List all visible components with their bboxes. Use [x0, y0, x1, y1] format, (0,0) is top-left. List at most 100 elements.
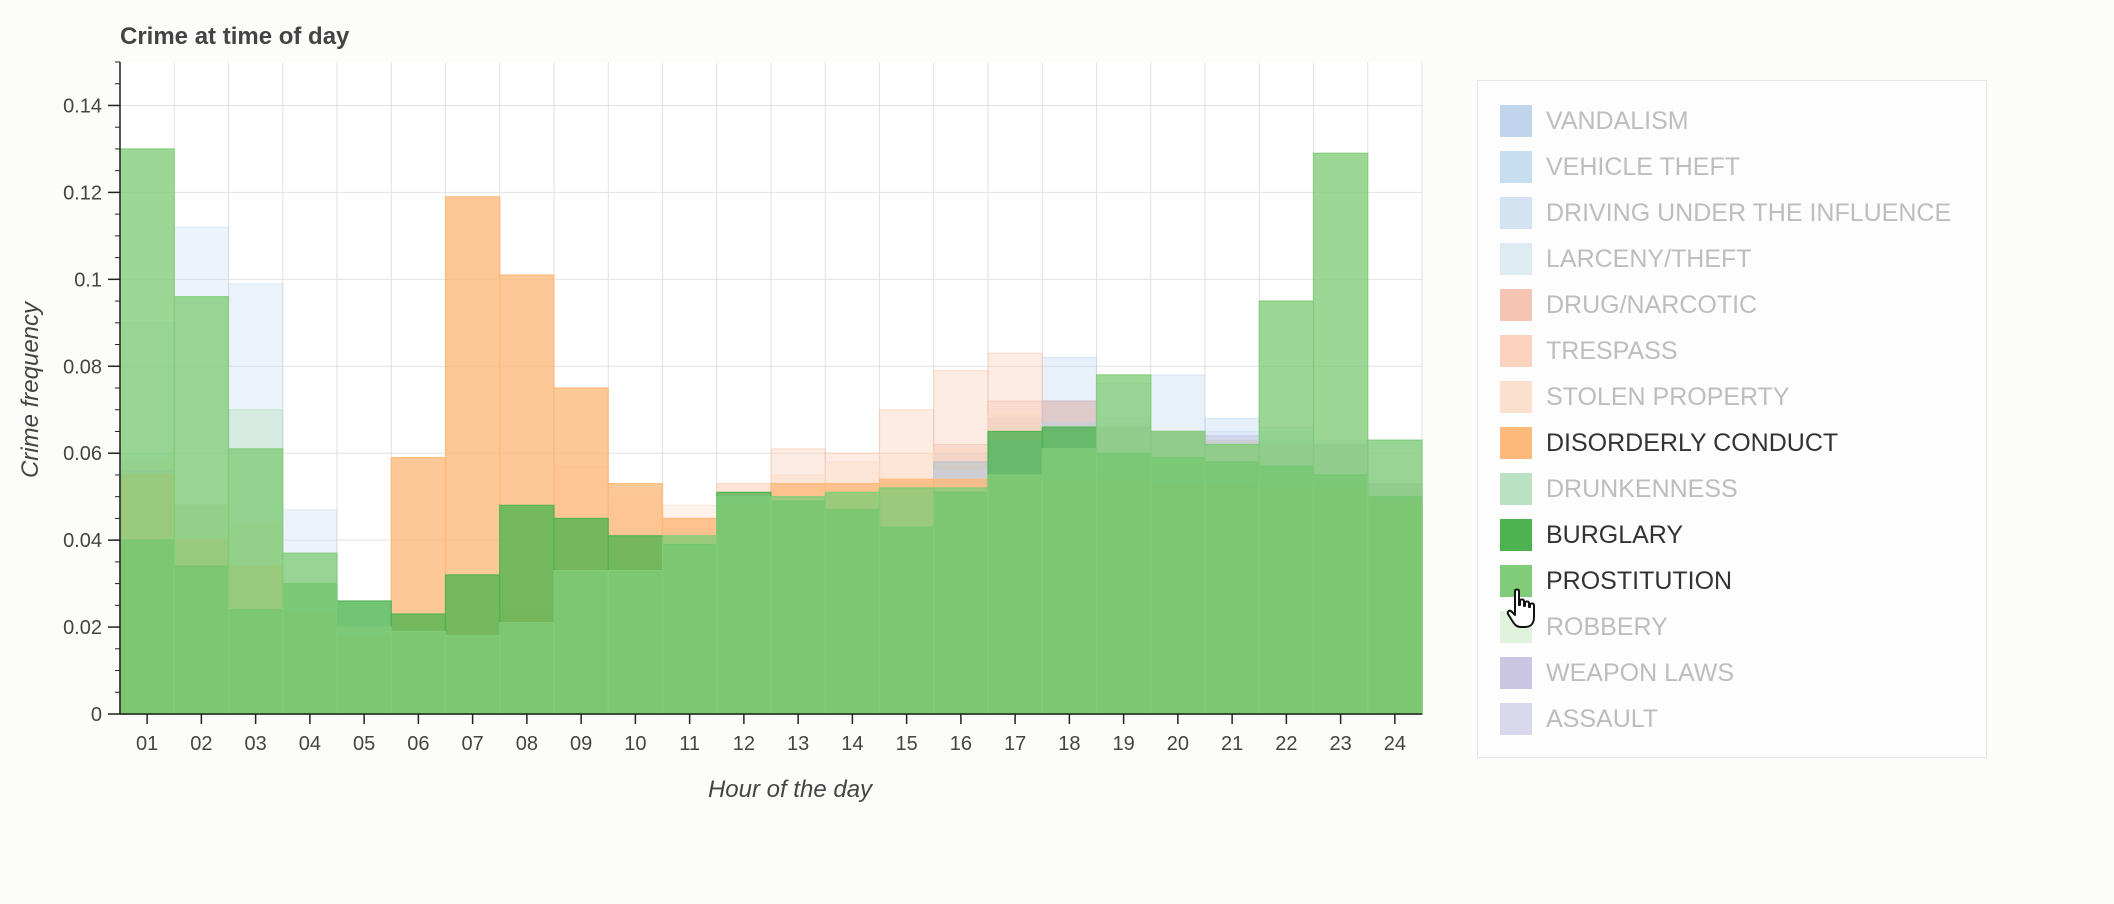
legend-label: DRUG/NARCOTIC — [1546, 290, 1758, 319]
x-tick-label: 01 — [136, 733, 158, 755]
legend-item-robbery[interactable]: ROBBERY — [1500, 607, 1980, 647]
legend-item-prostitution[interactable]: PROSTITUTION — [1500, 561, 1980, 601]
x-tick-label: 18 — [1058, 733, 1080, 755]
legend-label: DRUNKENNESS — [1546, 474, 1738, 503]
bars-layer — [119, 148, 1423, 715]
legend-item-drunkenness[interactable]: DRUNKENNESS — [1500, 469, 1980, 509]
x-tick-label: 06 — [407, 733, 429, 755]
bar — [1258, 300, 1315, 715]
legend-label: LARCENY/THEFT — [1546, 244, 1752, 273]
bar — [1041, 448, 1098, 715]
legend-label: WEAPON LAWS — [1546, 658, 1734, 687]
bar — [227, 448, 284, 715]
legend-swatch — [1500, 151, 1532, 183]
x-tick-label: 12 — [733, 733, 755, 755]
x-tick-label: 24 — [1384, 733, 1406, 755]
bar — [553, 569, 609, 715]
legend-item-weapon-laws[interactable]: WEAPON LAWS — [1500, 653, 1980, 693]
legend-label: DISORDERLY CONDUCT — [1546, 428, 1839, 457]
legend-swatch — [1500, 381, 1532, 413]
bar — [770, 496, 826, 715]
y-tick-label: 0.08 — [63, 356, 102, 378]
chart-title: Crime at time of day — [120, 23, 350, 50]
bar — [282, 552, 338, 715]
x-axis-label: Hour of the day — [708, 776, 874, 803]
legend-label: ROBBERY — [1546, 612, 1668, 641]
legend-label: DRIVING UNDER THE INFLUENCE — [1546, 198, 1952, 227]
legend-swatch — [1500, 657, 1532, 689]
bar — [336, 626, 392, 715]
x-tick-label: 07 — [462, 733, 484, 755]
legend-swatch — [1500, 703, 1532, 735]
bar — [661, 535, 718, 715]
x-tick-label: 21 — [1221, 733, 1243, 755]
y-tick-label: 0.02 — [63, 617, 102, 639]
legend-label: STOLEN PROPERTY — [1546, 382, 1790, 411]
x-tick-label: 10 — [624, 733, 646, 755]
legend-item-driving-under-the-influence[interactable]: DRIVING UNDER THE INFLUENCE — [1500, 193, 1980, 233]
legend-swatch — [1500, 243, 1532, 275]
y-tick-label: 0.1 — [74, 269, 102, 291]
legend-swatch — [1500, 335, 1532, 367]
legend-label: BURGLARY — [1546, 520, 1684, 549]
bar — [607, 569, 664, 715]
bar — [1367, 439, 1423, 715]
x-tick-label: 09 — [570, 733, 592, 755]
bar — [390, 630, 447, 715]
legend-item-vehicle-theft[interactable]: VEHICLE THEFT — [1500, 147, 1980, 187]
y-tick-label: 0 — [91, 704, 102, 726]
legend-item-trespass[interactable]: TRESPASS — [1500, 331, 1980, 371]
bar — [716, 496, 772, 715]
y-tick-label: 0.12 — [63, 182, 102, 204]
legend-item-drug-narcotic[interactable]: DRUG/NARCOTIC — [1500, 285, 1980, 325]
legend-swatch — [1500, 473, 1532, 505]
y-tick-label: 0.04 — [63, 530, 102, 552]
x-tick-label: 17 — [1004, 733, 1026, 755]
y-tick-label: 0.06 — [63, 443, 102, 465]
legend-label: VANDALISM — [1546, 106, 1689, 135]
x-tick-label: 03 — [245, 733, 267, 755]
legend-label: TRESPASS — [1546, 336, 1678, 365]
bar — [1312, 152, 1369, 715]
legend-item-burglary[interactable]: BURGLARY — [1500, 515, 1980, 555]
bar — [1095, 374, 1152, 715]
x-tick-label: 02 — [190, 733, 212, 755]
legend-item-assault[interactable]: ASSAULT — [1500, 699, 1980, 739]
legend-swatch — [1500, 289, 1532, 321]
x-tick-label: 05 — [353, 733, 375, 755]
x-tick-label: 19 — [1113, 733, 1135, 755]
x-tick-label: 04 — [299, 733, 321, 755]
legend-item-disorderly-conduct[interactable]: DISORDERLY CONDUCT — [1500, 423, 1980, 463]
legend-label: ASSAULT — [1546, 704, 1659, 733]
x-tick-label: 23 — [1330, 733, 1352, 755]
legend-swatch — [1500, 197, 1532, 229]
legend-label: PROSTITUTION — [1546, 566, 1733, 595]
bar — [878, 487, 935, 715]
x-tick-label: 13 — [787, 733, 809, 755]
y-tick-label: 0.14 — [63, 95, 102, 117]
bar — [444, 635, 501, 715]
bar — [173, 296, 230, 715]
legend-swatch — [1500, 519, 1532, 551]
bar — [1150, 430, 1206, 715]
legend-swatch — [1500, 105, 1532, 137]
series-prostitution — [119, 148, 1423, 715]
legend-item-stolen-property[interactable]: STOLEN PROPERTY — [1500, 377, 1980, 417]
legend-item-vandalism[interactable]: VANDALISM — [1500, 101, 1980, 141]
hand-cursor-icon — [1506, 588, 1535, 628]
x-tick-label: 14 — [841, 733, 863, 755]
x-tick-label: 20 — [1167, 733, 1189, 755]
bar — [1204, 443, 1260, 715]
x-tick-label: 22 — [1275, 733, 1297, 755]
x-tick-label: 16 — [950, 733, 972, 755]
legend-item-larceny-theft[interactable]: LARCENY/THEFT — [1500, 239, 1980, 279]
bar — [933, 487, 989, 715]
y-axis-label: Crime frequency — [17, 300, 44, 478]
legend-label: VEHICLE THEFT — [1546, 152, 1741, 181]
legend-swatch — [1500, 427, 1532, 459]
x-tick-label: 08 — [516, 733, 538, 755]
x-tick-label: 11 — [679, 733, 700, 755]
bar — [824, 491, 881, 715]
axes: 0 0.02 0.04 0.06 0.08 0.1 0.12 0.14 01 02 03 04 05 06… — [63, 61, 1422, 755]
